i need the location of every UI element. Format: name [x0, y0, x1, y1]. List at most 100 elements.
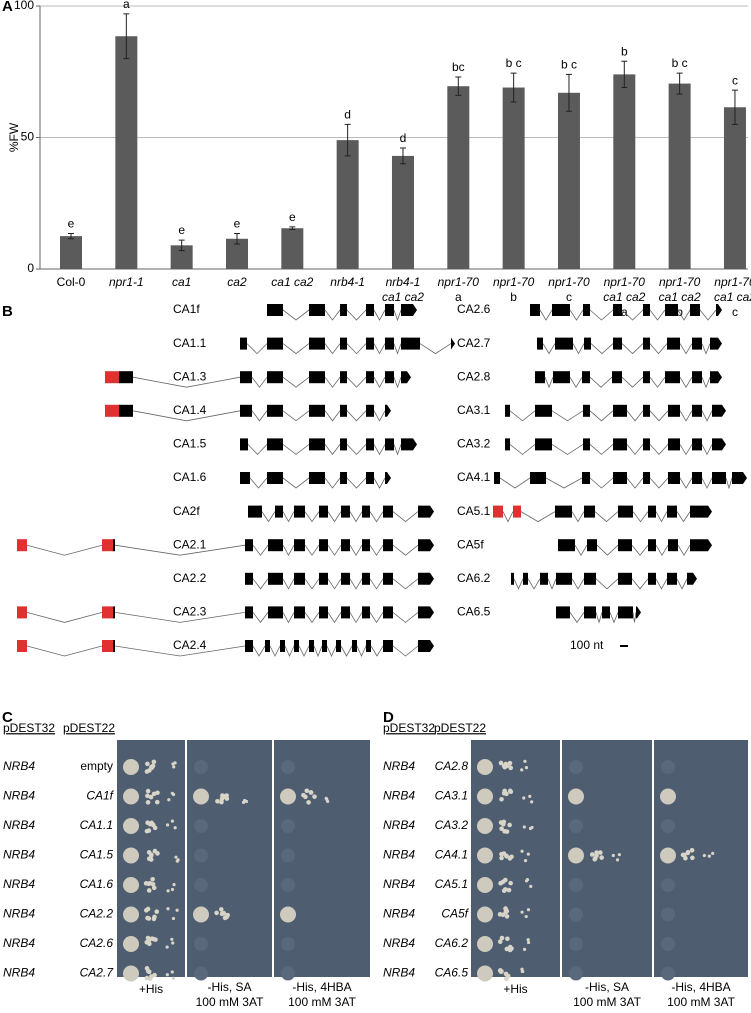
gene-model-label: CA1.6	[173, 470, 207, 484]
prey-label: CA6.2	[435, 936, 469, 950]
colony	[507, 760, 513, 766]
exon	[309, 337, 325, 350]
exon	[583, 304, 590, 316]
bait-label: NRB4	[383, 789, 415, 803]
colony	[145, 820, 150, 825]
colony	[166, 907, 170, 911]
colony	[145, 935, 151, 941]
exon	[556, 572, 572, 585]
colony	[508, 880, 513, 886]
exon	[267, 404, 283, 417]
exon	[385, 438, 394, 451]
x-tick-label: a	[455, 290, 462, 304]
exon	[667, 505, 677, 518]
colony	[151, 791, 157, 797]
exon	[583, 404, 590, 417]
x-tick-label: ca1 ca2	[603, 290, 645, 304]
colony	[499, 796, 504, 802]
exon	[294, 640, 299, 652]
intron	[269, 645, 281, 657]
colony	[151, 916, 157, 922]
colony	[499, 935, 505, 941]
colony-spot	[123, 936, 139, 952]
exon	[613, 337, 622, 350]
colony	[524, 879, 529, 883]
intron	[589, 309, 614, 321]
exon	[584, 572, 596, 585]
error-bar	[178, 239, 185, 252]
exon	[582, 371, 590, 384]
exon	[309, 438, 325, 451]
colony-spot	[280, 788, 296, 805]
exon	[319, 572, 328, 585]
x-tick-label: ca2	[227, 275, 247, 289]
bar	[557, 92, 580, 269]
colony	[611, 853, 615, 858]
exon	[383, 505, 393, 518]
exon	[582, 472, 590, 484]
intron	[631, 578, 649, 590]
colony	[150, 763, 156, 769]
colony	[143, 881, 149, 886]
bar	[281, 228, 304, 269]
exon-arrow	[418, 505, 434, 518]
exon	[613, 438, 627, 451]
intron	[542, 343, 556, 355]
colony	[501, 790, 507, 796]
colony	[154, 799, 160, 805]
colony	[520, 849, 524, 853]
colony	[530, 800, 534, 804]
y-tick-label: 0	[27, 261, 34, 275]
exon	[648, 505, 656, 518]
intron	[595, 612, 603, 624]
exon	[494, 472, 500, 484]
exon	[366, 472, 374, 484]
gene-model-label: CA4.1	[457, 470, 491, 484]
intron	[589, 444, 614, 455]
intron	[346, 376, 367, 388]
exon	[105, 404, 119, 417]
x-tick-label: ca1 ca2	[382, 290, 424, 304]
prey-header: pDEST22	[63, 721, 115, 735]
intron	[324, 444, 341, 456]
exon	[692, 371, 702, 384]
colony	[243, 798, 247, 803]
exon	[366, 404, 374, 417]
intron	[282, 545, 295, 557]
colony	[522, 947, 527, 951]
intron	[298, 645, 310, 657]
colony	[326, 799, 330, 803]
faint-spot	[194, 937, 208, 951]
faint-spot	[661, 966, 675, 981]
intron	[655, 511, 668, 523]
intron	[701, 444, 713, 456]
faint-spot	[661, 878, 675, 892]
exon	[319, 539, 328, 552]
colony	[615, 858, 620, 862]
colony-spot	[280, 906, 296, 923]
intron	[282, 444, 310, 455]
faint-spot	[194, 819, 208, 833]
bar	[391, 155, 414, 269]
intron	[655, 544, 669, 556]
intron	[569, 309, 584, 321]
exon	[319, 606, 328, 619]
intron	[282, 343, 310, 355]
exon	[643, 371, 650, 384]
colony	[145, 968, 151, 974]
intron	[114, 645, 246, 657]
panel-label: B	[2, 303, 13, 320]
intron	[701, 343, 711, 355]
intron	[346, 477, 367, 489]
colony	[224, 793, 229, 798]
exon	[119, 371, 133, 384]
exon	[17, 606, 27, 619]
faint-spot	[281, 878, 295, 892]
colony	[174, 855, 178, 859]
bait-label: NRB4	[383, 936, 415, 950]
intron	[621, 309, 644, 321]
intron	[569, 612, 585, 624]
colony-spot	[660, 847, 676, 864]
colony	[150, 881, 156, 887]
intron	[247, 444, 268, 455]
